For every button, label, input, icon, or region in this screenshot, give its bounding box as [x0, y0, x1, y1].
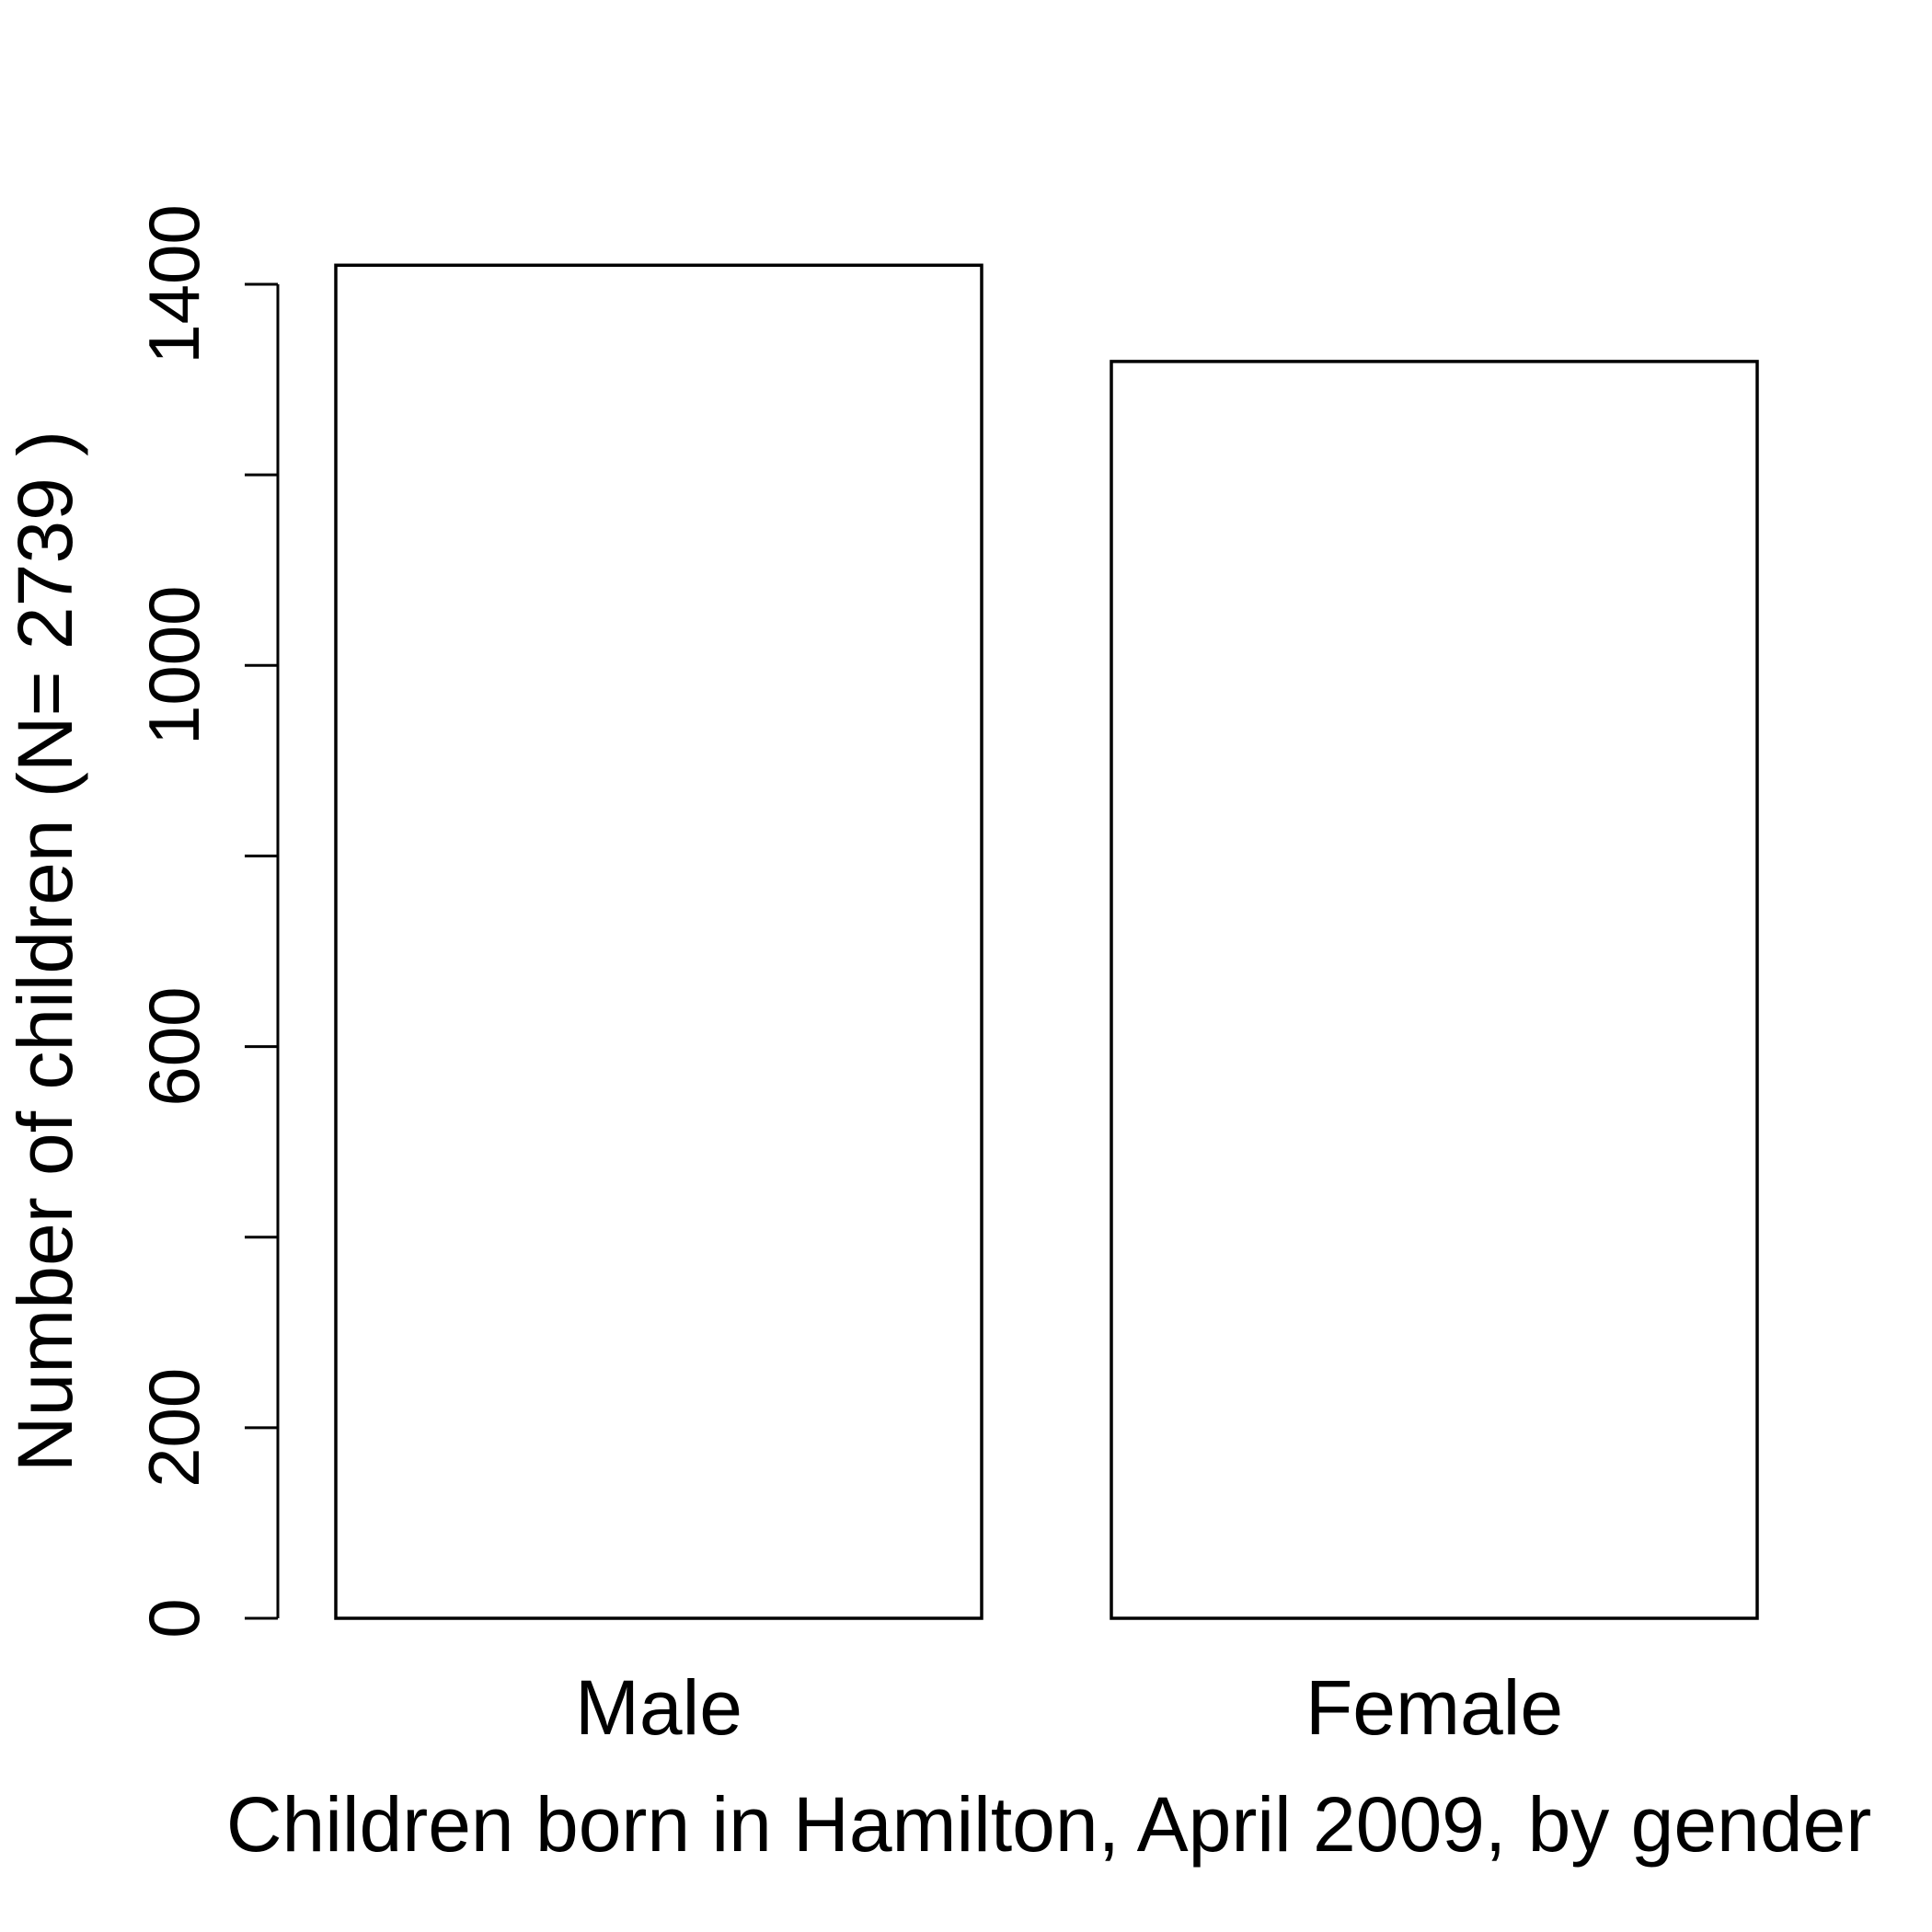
y-tick-label-1000: 1000: [133, 586, 214, 746]
x-axis-title: Children born in Hamilton, April 2009, b…: [226, 1781, 1871, 1868]
x-tick-label-male: Male: [575, 1664, 742, 1751]
bar-female: [1110, 360, 1759, 1620]
y-axis: 0 200 600 1000 1400: [133, 204, 280, 1639]
bar-male: [334, 263, 983, 1620]
bars-group: [334, 263, 1759, 1620]
x-axis-category-labels: Male Female: [575, 1664, 1563, 1751]
x-tick-label-female: Female: [1305, 1664, 1563, 1751]
y-tick-label-0: 0: [133, 1598, 214, 1638]
y-tick-label-1400: 1400: [133, 204, 214, 364]
y-axis-title: Number of children (N= 2739 ): [2, 431, 88, 1472]
y-tick-label-600: 600: [133, 987, 214, 1107]
y-tick-label-200: 200: [133, 1368, 214, 1488]
